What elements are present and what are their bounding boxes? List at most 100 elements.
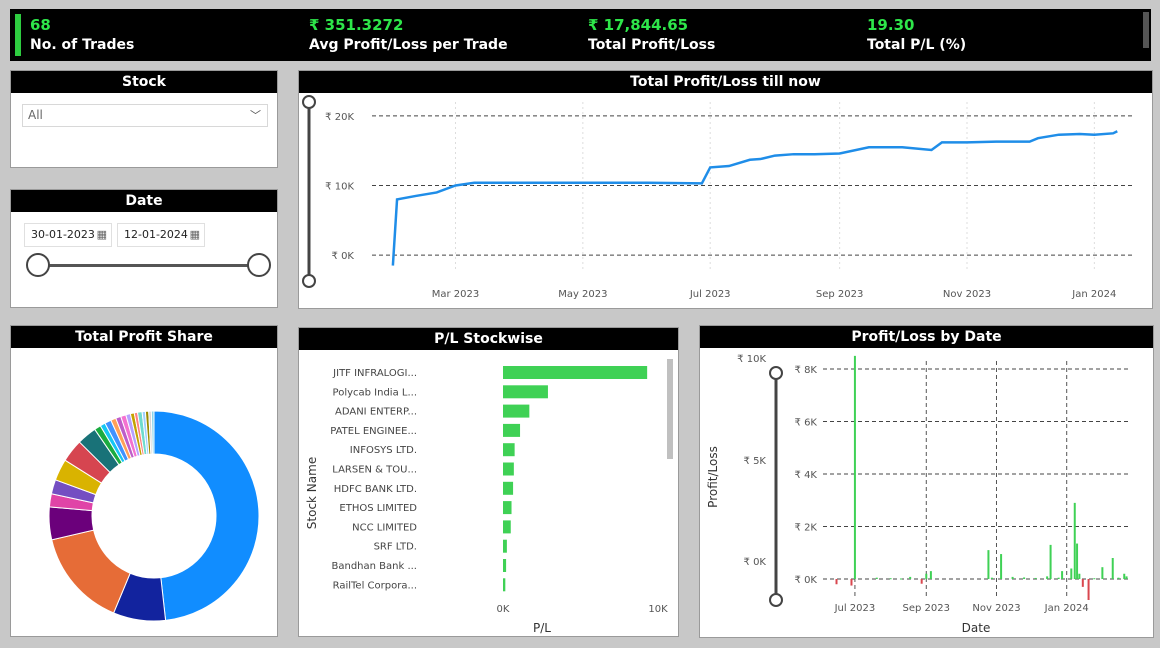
date-slicer-title: Date xyxy=(11,190,277,212)
y-tick-label: ₹ 20K xyxy=(325,112,354,123)
pl-bar xyxy=(503,539,507,553)
kpi-total-pl-pct: 19.30 Total P/L (%) xyxy=(867,15,966,55)
kpi-bar: 68 No. of Trades ₹ 351.3272 Avg Profit/L… xyxy=(10,9,1151,61)
pl-bar xyxy=(1081,579,1084,587)
x-tick-label: Jan 2024 xyxy=(1071,289,1116,300)
y-tick-label: ₹ 6K xyxy=(795,418,818,429)
date-range-start-handle[interactable] xyxy=(26,253,50,277)
pl-bar xyxy=(889,578,892,580)
date-range-end-handle[interactable] xyxy=(247,253,271,277)
kpi-label: Total P/L (%) xyxy=(867,37,967,53)
pl-bar xyxy=(503,481,514,495)
category-label: ADANI ENTERP... xyxy=(335,407,417,418)
pl-bar xyxy=(1078,573,1081,579)
chevron-down-icon: ﹀ xyxy=(250,109,261,122)
pl-bar xyxy=(1046,576,1049,579)
pl-bar xyxy=(909,576,912,579)
kpi-trades: 68 No. of Trades xyxy=(30,15,134,55)
pl-bar xyxy=(1123,573,1126,579)
pl-bar xyxy=(925,573,928,579)
chart-title: P/L Stockwise xyxy=(299,328,678,350)
pl-bar xyxy=(1070,568,1073,579)
pl-bar xyxy=(503,366,648,379)
pl-bar xyxy=(503,559,507,572)
stock-dropdown[interactable]: All ﹀ xyxy=(22,104,268,127)
pl-bar xyxy=(1023,577,1026,579)
y-tick-label: ₹ 10K xyxy=(325,182,354,193)
value-range-bottom-handle xyxy=(769,593,783,607)
pl-bar xyxy=(1101,567,1104,579)
y-tick-label: ₹ 0K xyxy=(795,575,818,586)
chart-title: Total Profit/Loss till now xyxy=(299,71,1152,93)
kpi-total-pl: ₹ 17,844.65 Total Profit/Loss xyxy=(588,15,715,55)
x-tick-label: Mar 2023 xyxy=(432,289,480,300)
category-label: LARSEN & TOU... xyxy=(332,465,417,476)
pl-bar xyxy=(929,571,932,579)
pl-bar xyxy=(920,579,923,584)
kpi-scrollbar[interactable] xyxy=(1143,12,1149,48)
kpi-value: 68 xyxy=(30,16,51,34)
calendar-icon[interactable]: ▦ xyxy=(96,228,107,241)
category-label: PATEL ENGINEE... xyxy=(330,426,417,437)
pl-bar xyxy=(503,443,515,457)
pl-bar xyxy=(899,578,902,580)
y-tick-label: ₹ 2K xyxy=(795,523,818,534)
slider-tick-label: ₹ 5K xyxy=(744,456,767,467)
pl-bar xyxy=(990,577,993,579)
scrollbar-thumb xyxy=(667,359,673,459)
pl-bar xyxy=(987,550,990,579)
donut-slice xyxy=(153,410,260,621)
category-label: JITF INFRALOGI... xyxy=(332,368,417,379)
end-date-input[interactable]: 12-01-2024 ▦ xyxy=(117,223,205,247)
pl-bar xyxy=(1057,577,1060,579)
slider-tick-label: ₹ 10K xyxy=(737,354,766,365)
calendar-icon[interactable]: ▦ xyxy=(189,228,200,241)
cumulative-pl-chart: Total Profit/Loss till now ₹ 20K ₹ 10K ₹ 0… xyxy=(298,70,1153,309)
value-range-top-handle xyxy=(769,366,783,380)
value-range-bottom-handle xyxy=(302,274,316,288)
pl-bar xyxy=(503,462,514,476)
pl-bar xyxy=(503,423,521,437)
pl-bar xyxy=(503,501,512,515)
category-label: Bandhan Bank ... xyxy=(332,561,418,572)
x-tick-label: Nov 2023 xyxy=(943,289,991,300)
category-label: SRF LTD. xyxy=(374,542,417,553)
pl-bar xyxy=(503,385,548,399)
pl-bar xyxy=(835,579,838,585)
category-label: Polycab India L... xyxy=(333,387,417,398)
pl-bar xyxy=(1011,576,1014,579)
pl-bar xyxy=(1093,578,1096,580)
slider-tick-label: ₹ 0K xyxy=(744,557,767,568)
kpi-value: ₹ 17,844.65 xyxy=(588,16,689,34)
x-tick-label: Jul 2023 xyxy=(689,289,731,300)
hbar-chart-svg: JITF INFRALOGI... Polycab India L... ADANI… xyxy=(305,359,673,635)
category-label: ETHOS LIMITED xyxy=(339,503,417,514)
category-label: RailTel Corpora... xyxy=(333,580,417,591)
cumulative-pl-line xyxy=(391,130,1118,266)
pl-bar xyxy=(853,355,856,579)
pl-bar xyxy=(1000,554,1003,579)
stock-slicer: Stock All ﹀ xyxy=(10,70,278,168)
donut-chart-svg xyxy=(48,410,260,622)
kpi-accent-bar xyxy=(15,14,21,56)
y-tick-label: ₹ 0K xyxy=(332,251,355,262)
category-label: NCC LIMITED xyxy=(352,522,417,533)
date-bar-chart-svg: ₹ 8K ₹ 6K ₹ 4K ₹ 2K ₹ 0K Jul 2023 Sep 2023 Nov … xyxy=(706,354,1130,635)
stock-slicer-title: Stock xyxy=(11,71,277,93)
x-tick-label: Jan 2024 xyxy=(1044,603,1089,614)
pl-bar xyxy=(503,404,530,418)
start-date-input[interactable]: 30-01-2023 ▦ xyxy=(24,223,112,247)
pl-bar xyxy=(1087,579,1090,600)
pl-bar xyxy=(1125,576,1128,579)
end-date-value: 12-01-2024 xyxy=(124,228,188,241)
y-axis-title: Profit/Loss xyxy=(706,446,720,508)
value-range-top-handle xyxy=(302,95,316,109)
y-tick-label: ₹ 4K xyxy=(795,470,818,481)
chart-title: Profit/Loss by Date xyxy=(700,326,1153,348)
line-chart-svg: ₹ 20K ₹ 10K ₹ 0K Mar 2023 May 2023 Jul 2023 Se… xyxy=(302,95,1134,300)
date-range-track[interactable] xyxy=(37,264,259,267)
stock-dropdown-value: All xyxy=(28,108,43,122)
pl-bar xyxy=(1034,577,1037,579)
pl-bar xyxy=(850,579,853,586)
pl-bar xyxy=(1076,543,1079,579)
